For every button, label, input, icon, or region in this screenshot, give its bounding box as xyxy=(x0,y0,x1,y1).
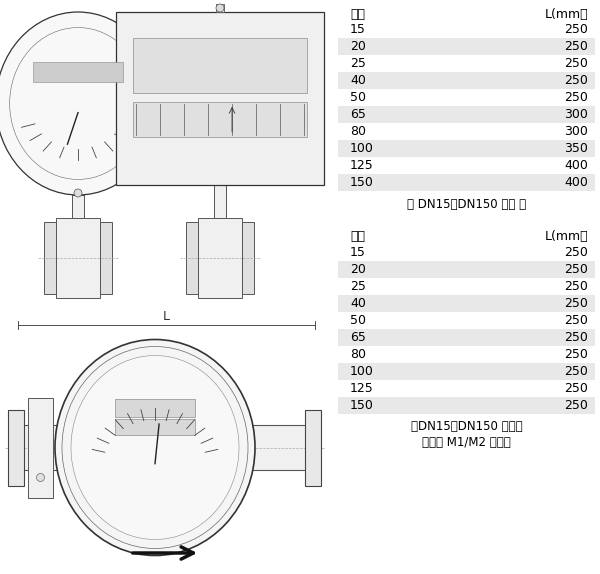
Bar xyxy=(338,363,595,380)
Text: 15: 15 xyxy=(350,246,366,259)
Text: 口径: 口径 xyxy=(350,7,365,21)
Ellipse shape xyxy=(74,189,82,197)
Text: 100: 100 xyxy=(350,142,374,155)
Text: L(mm）: L(mm） xyxy=(544,7,588,21)
Bar xyxy=(8,409,24,486)
Bar xyxy=(338,106,595,123)
Text: 40: 40 xyxy=(350,74,366,87)
Bar xyxy=(305,409,321,486)
Bar xyxy=(56,218,100,298)
Bar xyxy=(28,398,53,498)
Text: 250: 250 xyxy=(564,23,588,36)
Text: 250: 250 xyxy=(564,297,588,310)
Bar xyxy=(44,222,56,294)
Bar xyxy=(186,222,198,294)
Bar xyxy=(338,157,595,174)
Text: 15: 15 xyxy=(350,23,366,36)
Text: （可选 M1/M2 表头）: （可选 M1/M2 表头） xyxy=(422,436,511,449)
Text: 250: 250 xyxy=(564,263,588,276)
Text: 250: 250 xyxy=(564,365,588,378)
Ellipse shape xyxy=(216,4,224,12)
Bar xyxy=(133,102,307,137)
Text: 250: 250 xyxy=(564,246,588,259)
Text: 250: 250 xyxy=(564,382,588,395)
Bar xyxy=(214,185,226,218)
Ellipse shape xyxy=(62,347,248,549)
Bar xyxy=(338,329,595,346)
Bar xyxy=(338,38,595,55)
Bar xyxy=(338,55,595,72)
Text: 125: 125 xyxy=(350,159,374,172)
Text: 65: 65 xyxy=(350,108,366,121)
Text: 250: 250 xyxy=(564,348,588,361)
Text: 100: 100 xyxy=(350,365,374,378)
Bar xyxy=(115,399,195,417)
Bar xyxy=(338,89,595,106)
Bar xyxy=(33,63,123,83)
Bar xyxy=(338,346,595,363)
Text: 250: 250 xyxy=(564,74,588,87)
Bar xyxy=(338,278,595,295)
Bar xyxy=(338,380,595,397)
Text: 25: 25 xyxy=(350,57,366,70)
Bar xyxy=(338,244,595,261)
Bar xyxy=(100,222,112,294)
Text: 250: 250 xyxy=(564,399,588,412)
Text: 300: 300 xyxy=(564,108,588,121)
Bar xyxy=(338,123,595,140)
Bar xyxy=(216,4,224,12)
Text: L: L xyxy=(163,311,170,324)
Text: 65: 65 xyxy=(350,331,366,344)
Text: 25: 25 xyxy=(350,280,366,293)
Text: 350: 350 xyxy=(564,142,588,155)
Text: 250: 250 xyxy=(564,331,588,344)
Bar xyxy=(338,21,595,38)
Bar xyxy=(133,38,307,94)
Ellipse shape xyxy=(37,474,44,482)
Bar xyxy=(115,419,195,435)
Text: 80: 80 xyxy=(350,125,366,138)
Text: 250: 250 xyxy=(564,57,588,70)
Text: dIBT4: dIBT4 xyxy=(33,455,48,460)
Ellipse shape xyxy=(71,355,239,540)
Text: 400: 400 xyxy=(564,159,588,172)
Text: 250: 250 xyxy=(564,314,588,327)
Text: 断电导: 断电导 xyxy=(36,423,45,428)
Text: 流量I: 流量I xyxy=(37,410,44,415)
Text: 50: 50 xyxy=(350,314,366,327)
Text: 250: 250 xyxy=(564,40,588,53)
Bar xyxy=(338,312,595,329)
Text: L(mm）: L(mm） xyxy=(544,231,588,243)
Bar xyxy=(338,295,595,312)
Text: 50: 50 xyxy=(350,91,366,104)
Bar xyxy=(338,72,595,89)
Text: 存底: 存底 xyxy=(38,436,43,441)
Text: 125: 125 xyxy=(350,382,374,395)
Bar xyxy=(338,261,595,278)
Text: 80: 80 xyxy=(350,348,366,361)
Ellipse shape xyxy=(10,28,146,180)
Ellipse shape xyxy=(55,339,255,556)
Text: 300: 300 xyxy=(564,125,588,138)
Bar xyxy=(338,174,595,191)
Bar xyxy=(72,195,84,218)
Bar xyxy=(116,12,324,185)
Bar xyxy=(338,397,595,414)
Bar xyxy=(242,222,254,294)
Text: （DN15～DN150 液体）: （DN15～DN150 液体） xyxy=(410,421,523,433)
Bar xyxy=(338,140,595,157)
Ellipse shape xyxy=(0,12,160,195)
Text: 口径: 口径 xyxy=(350,231,365,243)
Text: 250: 250 xyxy=(564,280,588,293)
Text: 20: 20 xyxy=(350,263,366,276)
Text: （ DN15～DN150 气体 ）: （ DN15～DN150 气体 ） xyxy=(407,197,526,211)
Bar xyxy=(18,425,315,470)
Text: 40: 40 xyxy=(350,297,366,310)
Text: 150: 150 xyxy=(350,399,374,412)
Bar xyxy=(198,218,242,298)
Text: 150: 150 xyxy=(350,176,374,189)
Text: 250: 250 xyxy=(564,91,588,104)
Text: 400: 400 xyxy=(564,176,588,189)
Text: 20: 20 xyxy=(350,40,366,53)
